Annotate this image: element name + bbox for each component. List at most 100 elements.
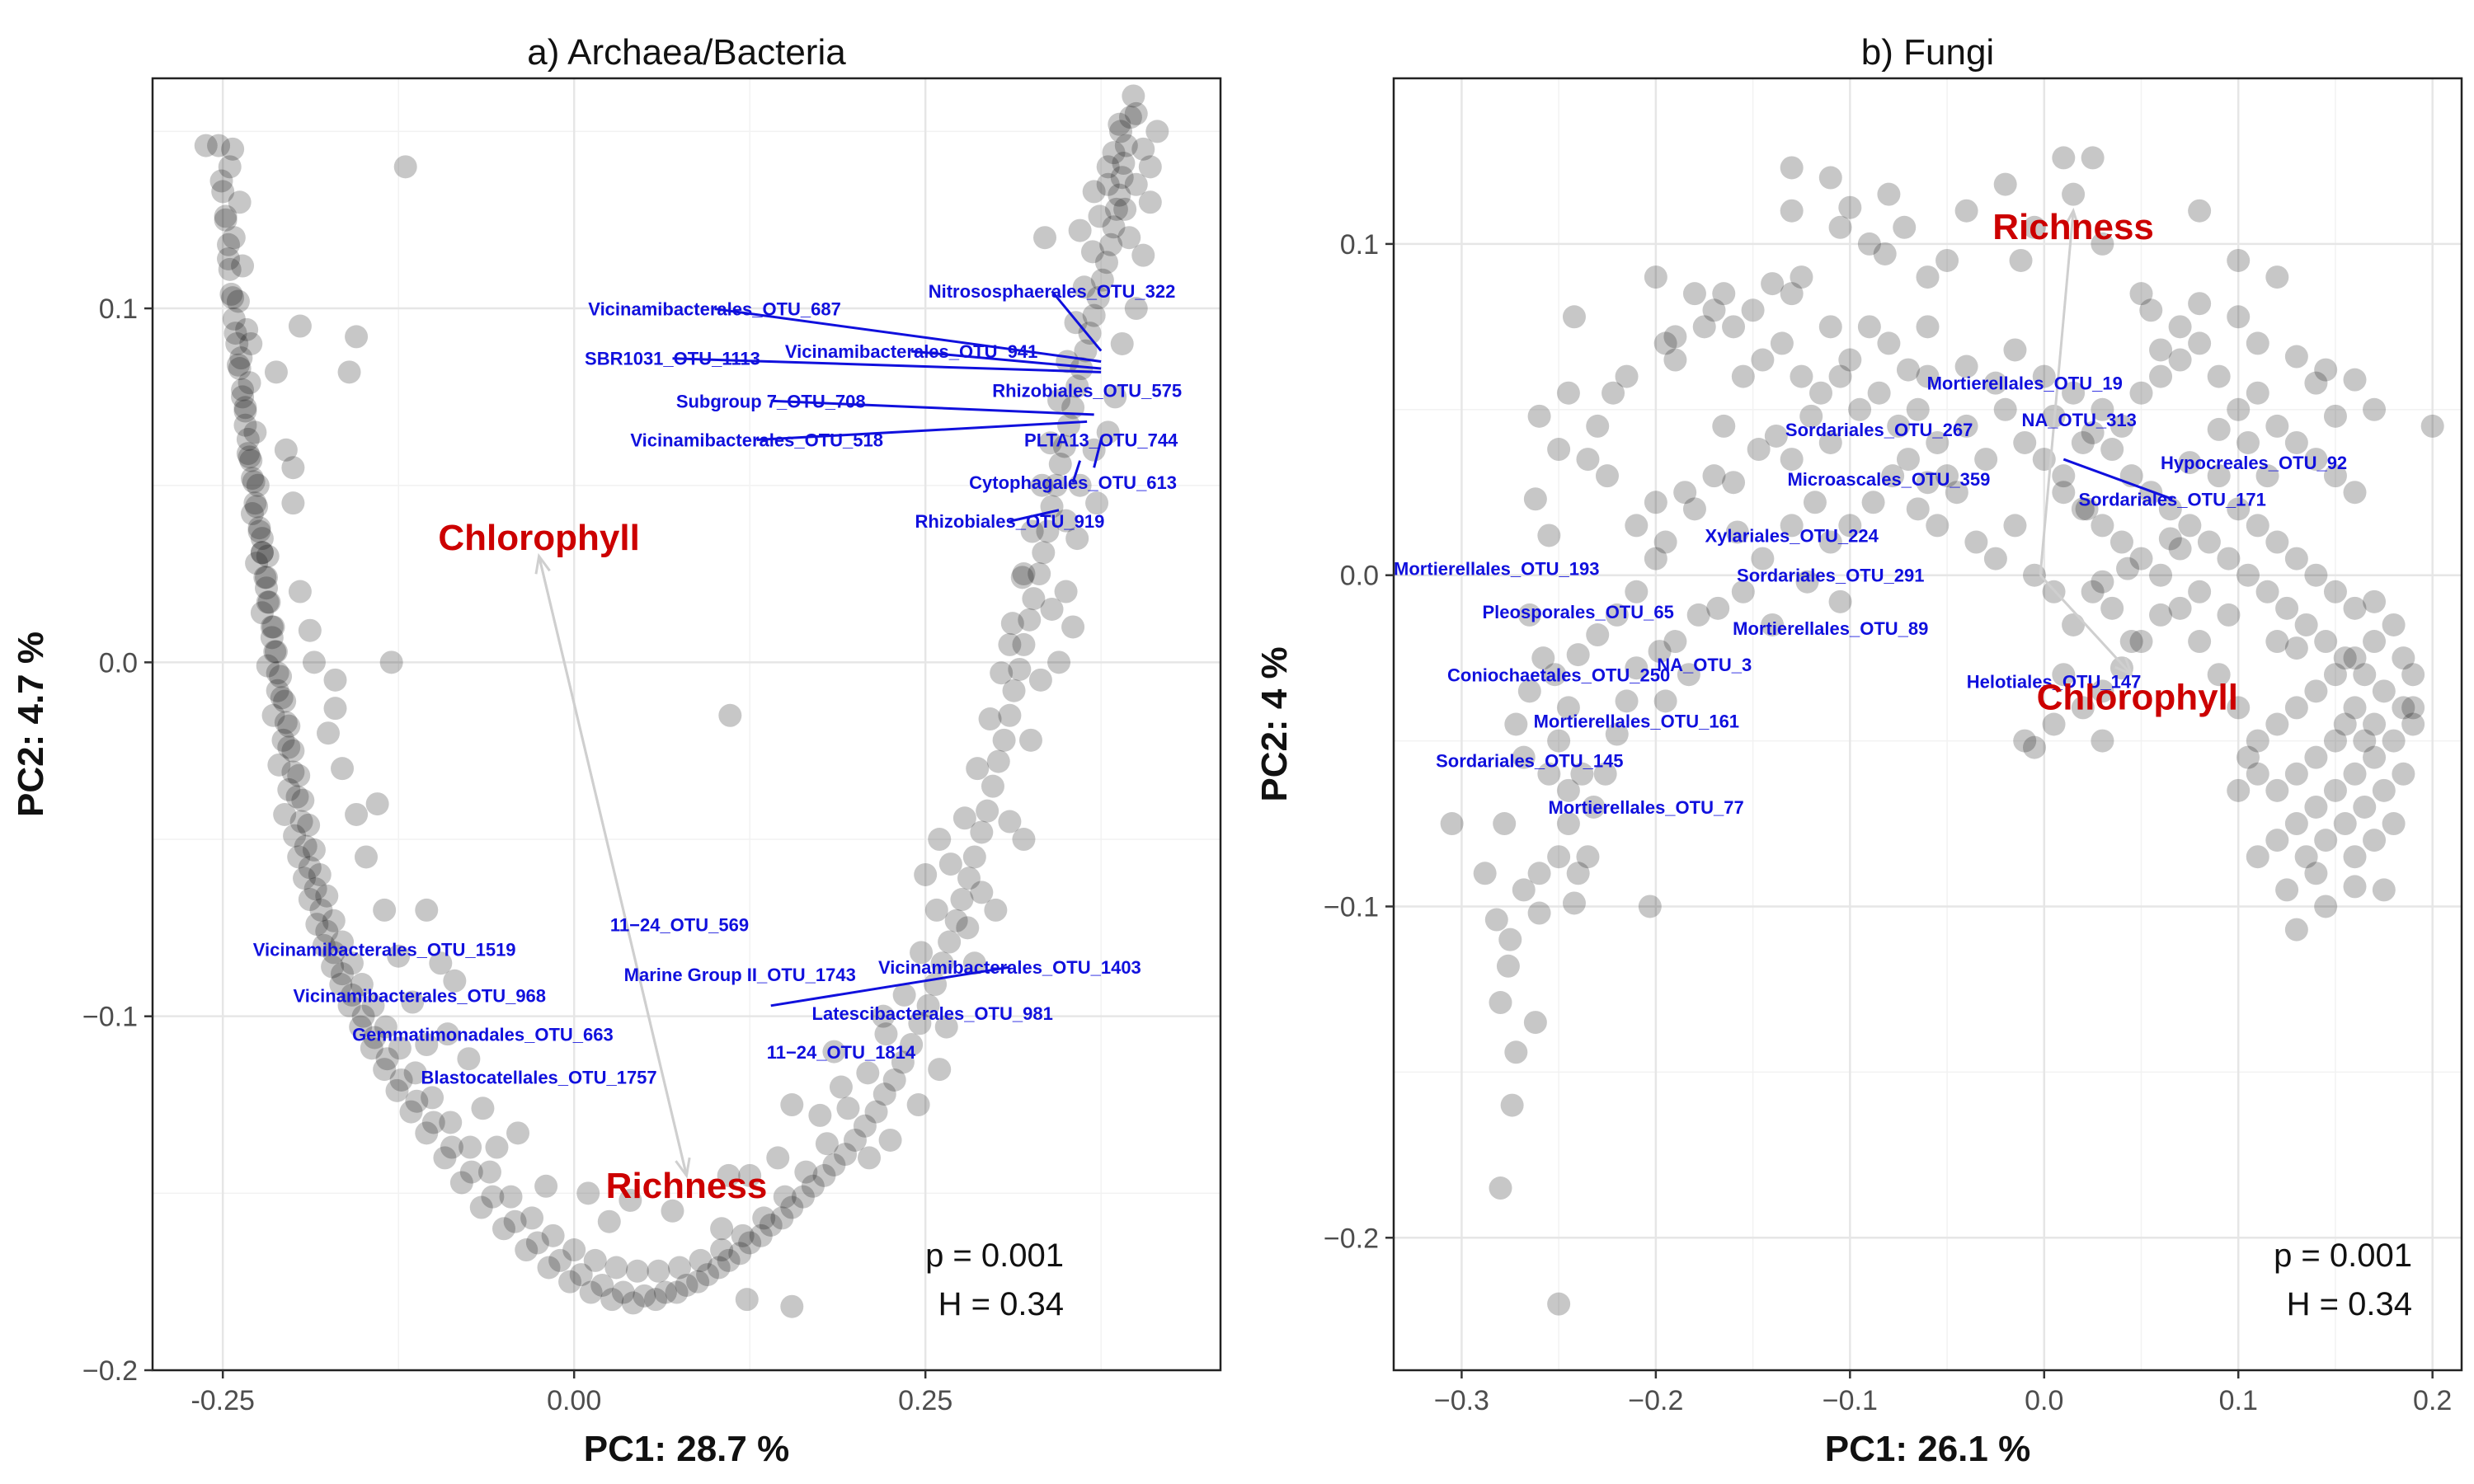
data-point bbox=[1881, 464, 1905, 488]
data-point bbox=[1838, 514, 1862, 538]
data-point bbox=[2158, 497, 2182, 521]
data-point bbox=[882, 1068, 906, 1092]
data-point bbox=[2149, 364, 2173, 388]
data-point bbox=[1556, 381, 1580, 405]
otu-label: Blastocatellales_OTU_1757 bbox=[421, 1067, 656, 1087]
y-tick-label: −0.2 bbox=[1324, 1223, 1379, 1254]
data-point bbox=[2246, 331, 2269, 355]
data-point bbox=[738, 1231, 762, 1255]
data-point bbox=[285, 785, 309, 809]
data-point bbox=[1570, 762, 1594, 786]
otu-label: Mortierellales_OTU_19 bbox=[1927, 373, 2123, 394]
data-point bbox=[1556, 696, 1580, 720]
otu-label: Xylariales_OTU_224 bbox=[1705, 526, 1879, 547]
otu-label: Sordariales_OTU_171 bbox=[2078, 489, 2265, 510]
data-point bbox=[1012, 632, 1036, 656]
data-point bbox=[1893, 215, 1917, 239]
data-point bbox=[1018, 608, 1042, 632]
data-point bbox=[277, 735, 301, 759]
data-point bbox=[2081, 420, 2105, 444]
data-point bbox=[2304, 563, 2328, 587]
data-point bbox=[738, 1163, 762, 1187]
data-point bbox=[1809, 381, 1832, 405]
data-point bbox=[1838, 348, 1862, 372]
data-point bbox=[459, 1160, 483, 1184]
stat-p-value: p = 0.001 bbox=[925, 1237, 1064, 1274]
data-point bbox=[1500, 1093, 1524, 1117]
data-point bbox=[1124, 172, 1148, 196]
otu-label: Sordariales_OTU_145 bbox=[1436, 751, 1623, 772]
data-point bbox=[2207, 417, 2231, 441]
data-point bbox=[858, 1146, 882, 1170]
data-point bbox=[1109, 120, 1133, 143]
data-point bbox=[2372, 878, 2396, 902]
data-point bbox=[288, 314, 312, 338]
data-point bbox=[1605, 603, 1629, 627]
data-point bbox=[233, 413, 257, 437]
data-point bbox=[287, 763, 311, 787]
y-tick-label: −0.2 bbox=[82, 1355, 138, 1387]
data-point bbox=[264, 640, 288, 664]
data-point bbox=[717, 1163, 741, 1187]
y-axis-title: PC2: 4 % bbox=[1254, 646, 1295, 801]
y-tick-label: 0.0 bbox=[1340, 561, 1379, 592]
data-point bbox=[1848, 397, 1872, 421]
data-point bbox=[1473, 862, 1497, 885]
x-tick-label: −0.1 bbox=[1823, 1385, 1878, 1416]
data-point bbox=[1496, 954, 1520, 978]
data-point bbox=[2265, 414, 2289, 438]
data-point bbox=[435, 1022, 459, 1046]
data-point bbox=[667, 1256, 691, 1280]
data-point bbox=[2003, 514, 2027, 538]
data-point bbox=[2284, 636, 2308, 660]
data-point bbox=[1527, 901, 1551, 925]
data-point bbox=[576, 1181, 600, 1205]
data-point bbox=[2100, 596, 2124, 620]
plot-background bbox=[153, 78, 1221, 1370]
data-point bbox=[221, 286, 245, 310]
data-point bbox=[2353, 795, 2377, 819]
data-point bbox=[399, 1100, 423, 1124]
data-point bbox=[773, 1185, 797, 1209]
data-point bbox=[331, 757, 355, 781]
otu-label: Latescibacterales_OTU_981 bbox=[812, 1003, 1053, 1024]
data-point bbox=[365, 792, 389, 816]
data-point bbox=[1625, 580, 1649, 603]
data-point bbox=[2071, 696, 2095, 720]
data-point bbox=[225, 331, 249, 355]
data-point bbox=[226, 353, 250, 377]
data-point bbox=[440, 1135, 463, 1159]
data-point bbox=[1124, 297, 1148, 321]
data-point bbox=[836, 1097, 860, 1120]
data-point bbox=[1002, 679, 1026, 702]
data-point bbox=[250, 527, 274, 551]
data-point bbox=[1096, 155, 1120, 179]
data-point bbox=[269, 665, 293, 688]
data-point bbox=[1780, 514, 1804, 538]
data-point bbox=[1974, 448, 1998, 472]
data-point bbox=[1625, 514, 1649, 538]
data-point bbox=[2246, 381, 2269, 405]
data-point bbox=[340, 951, 364, 975]
data-point bbox=[2382, 729, 2406, 753]
data-point bbox=[405, 1089, 429, 1113]
data-point bbox=[1030, 473, 1054, 497]
data-point bbox=[236, 427, 260, 451]
data-point bbox=[1780, 448, 1804, 472]
data-point bbox=[2227, 305, 2251, 329]
data-point bbox=[393, 155, 417, 179]
data-point bbox=[864, 1100, 888, 1124]
data-point bbox=[360, 1036, 383, 1060]
otu-label: 11−24_OTU_569 bbox=[610, 915, 749, 936]
otu-label: Mortierellales_OTU_161 bbox=[1534, 711, 1739, 732]
data-point bbox=[644, 1288, 668, 1312]
data-point bbox=[1916, 265, 1940, 289]
data-point bbox=[1686, 603, 1710, 627]
data-point bbox=[337, 993, 361, 1017]
data-point bbox=[1096, 172, 1120, 196]
data-point bbox=[520, 1206, 544, 1230]
data-point bbox=[457, 1047, 481, 1071]
data-point bbox=[373, 1058, 397, 1082]
data-point bbox=[2168, 315, 2192, 339]
data-point bbox=[2275, 878, 2299, 902]
